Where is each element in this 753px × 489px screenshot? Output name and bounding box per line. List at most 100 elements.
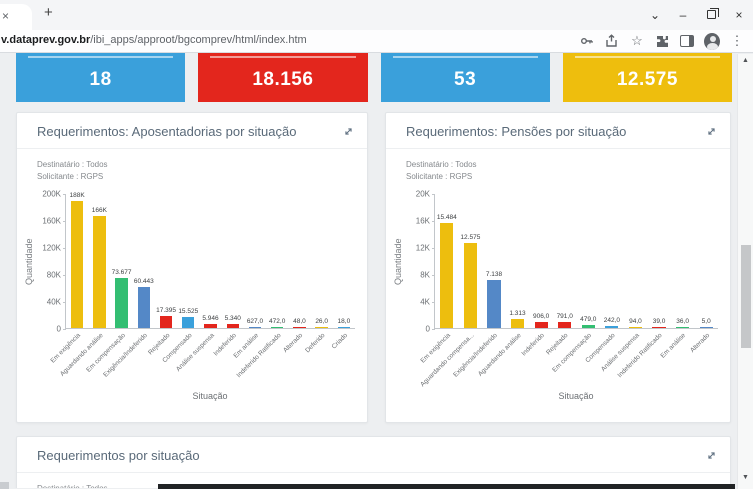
chart-filters: Destinatário : Todos Solicitante : RGPS — [37, 159, 367, 184]
bar-value-label: 39,0 — [652, 318, 666, 326]
kpi-card-3[interactable]: 53 — [380, 53, 550, 102]
x-category-label: Exigência/Indeferido — [102, 331, 149, 379]
new-tab-button[interactable]: + — [44, 4, 53, 21]
minimize-button[interactable]: – — [679, 8, 687, 22]
bar-12[interactable] — [337, 327, 351, 328]
url-domain: v.dataprev.gov.br — [1, 34, 91, 46]
kpi-card-4[interactable]: 12.575 — [562, 53, 732, 102]
bar-6[interactable] — [204, 323, 217, 328]
kpi-accent-line — [210, 56, 356, 58]
filter-destinatario: Destinatário : Todos — [37, 160, 108, 169]
kpi-value: 18 — [89, 69, 112, 90]
kpi-value: 12.575 — [616, 69, 678, 90]
bar-3[interactable] — [137, 286, 151, 328]
bar-0[interactable] — [440, 223, 454, 328]
vertical-scrollbar[interactable]: ▲ ▼ — [737, 54, 753, 489]
x-category-label: Deferido — [304, 331, 327, 355]
plot-area: 200K 160K 120K 80K 40K 0 188K Em exigência 166K A… — [42, 189, 355, 379]
bar-2[interactable] — [487, 279, 501, 328]
profile-avatar[interactable] — [704, 32, 720, 50]
y-tick-label: 16K — [415, 216, 430, 226]
bar-7[interactable] — [226, 324, 239, 328]
panel-pensoes: Requerimentos: Pensões por situação Dest… — [385, 112, 731, 423]
bar-value-label: 26,0 — [315, 318, 328, 326]
dashboard-page: 18 18.156 53 12.575 Requerimentos: Apose… — [0, 53, 753, 488]
bar-10[interactable] — [293, 327, 306, 328]
chart-pensoes: Quantidade 20K 16K 12K 8K 4K 0 15.484 Em exigên… — [392, 189, 718, 401]
bar-11[interactable] — [699, 327, 713, 328]
restore-icon — [706, 8, 719, 19]
y-tick-label: 0 — [56, 324, 61, 334]
bar-5[interactable] — [558, 322, 572, 328]
y-tick-mark — [63, 193, 66, 195]
expand-icon[interactable] — [706, 448, 717, 459]
y-tick-label: 160K — [42, 216, 61, 226]
bar-0[interactable] — [70, 200, 84, 328]
y-tick-label: 12K — [415, 243, 430, 253]
bar-11[interactable] — [315, 327, 328, 328]
bar-4[interactable] — [159, 316, 173, 328]
y-axis-title: Quantidade — [24, 238, 34, 285]
scrollbar-thumb[interactable] — [741, 245, 751, 348]
x-category-label: Indeferido Ratificado — [616, 331, 664, 379]
y-tick-label: 4K — [420, 297, 430, 307]
share-icon[interactable] — [604, 33, 620, 49]
x-axis-title: Situação — [192, 390, 228, 401]
bar-2[interactable] — [115, 278, 128, 328]
chart-filters: Destinatário : Todos Solicitante : RGPS — [406, 159, 730, 184]
kpi-card-2[interactable]: 18.156 — [198, 53, 368, 102]
bar-7[interactable] — [605, 326, 619, 328]
filter-destinatario: Destinatário : Todos — [37, 483, 730, 488]
bookmark-star-icon[interactable]: ☆ — [631, 33, 643, 48]
bar-value-label: 627,0 — [246, 318, 264, 326]
person-icon — [704, 32, 720, 50]
kpi-card-1[interactable]: 18 — [16, 53, 186, 102]
expand-icon[interactable] — [706, 124, 717, 135]
browser-toolbar: v.dataprev.gov.br/ibi_apps/approot/bgcom… — [0, 30, 753, 53]
address-bar[interactable]: v.dataprev.gov.br/ibi_apps/approot/bgcom… — [1, 34, 307, 46]
restore-button[interactable] — [697, 8, 725, 22]
panel-title: Requerimentos: Pensões por situação — [406, 124, 627, 139]
x-category-label: Criado — [330, 331, 349, 351]
bar-4[interactable] — [534, 321, 548, 328]
bar-5[interactable] — [182, 317, 195, 328]
bar-value-label: 48,0 — [293, 318, 306, 326]
scroll-up-icon[interactable]: ▲ — [742, 57, 749, 64]
filter-solicitante: Solicitante : RGPS — [37, 172, 104, 182]
kpi-value: 53 — [454, 69, 477, 90]
expand-icon[interactable] — [343, 124, 354, 135]
bar-value-label: 1.313 — [509, 309, 526, 317]
bar-6[interactable] — [581, 324, 595, 328]
bar-1[interactable] — [93, 215, 106, 328]
bar-3[interactable] — [510, 318, 525, 328]
bar-value-label: 60.443 — [133, 277, 154, 285]
browser-tab-strip: × + ⌄ – × — [0, 0, 753, 30]
password-key-icon[interactable] — [579, 33, 595, 49]
menu-dots-icon[interactable]: ⋮ — [730, 33, 744, 48]
kpi-accent-line — [392, 56, 538, 58]
y-tick-mark — [432, 301, 435, 303]
y-tick-mark — [432, 274, 435, 276]
scroll-down-icon[interactable]: ▼ — [742, 474, 749, 481]
bar-9[interactable] — [652, 327, 666, 328]
y-tick-label: 20K — [415, 189, 430, 199]
bar-9[interactable] — [270, 327, 284, 328]
y-tick-mark — [432, 328, 435, 330]
y-tick-mark — [63, 247, 66, 249]
extensions-puzzle-icon[interactable] — [654, 33, 670, 49]
kpi-accent-line — [28, 56, 174, 58]
close-button[interactable]: × — [735, 8, 743, 22]
bar-10[interactable] — [676, 327, 690, 328]
chart-filters: Destinatário : Todos — [37, 483, 730, 488]
chevron-down-icon[interactable]: ⌄ — [649, 8, 661, 22]
bar-1[interactable] — [463, 242, 477, 328]
bar-value-label: 5,0 — [701, 318, 711, 326]
side-panel-icon[interactable] — [679, 33, 695, 49]
bar-8[interactable] — [628, 327, 643, 328]
bar-value-label: 18,0 — [337, 318, 351, 326]
browser-tab[interactable]: × — [0, 4, 32, 30]
kpi-row: 18 18.156 53 12.575 — [16, 53, 732, 102]
tab-close-icon[interactable]: × — [2, 9, 10, 23]
bar-8[interactable] — [248, 327, 262, 328]
bar-value-label: 5.946 — [202, 314, 219, 322]
